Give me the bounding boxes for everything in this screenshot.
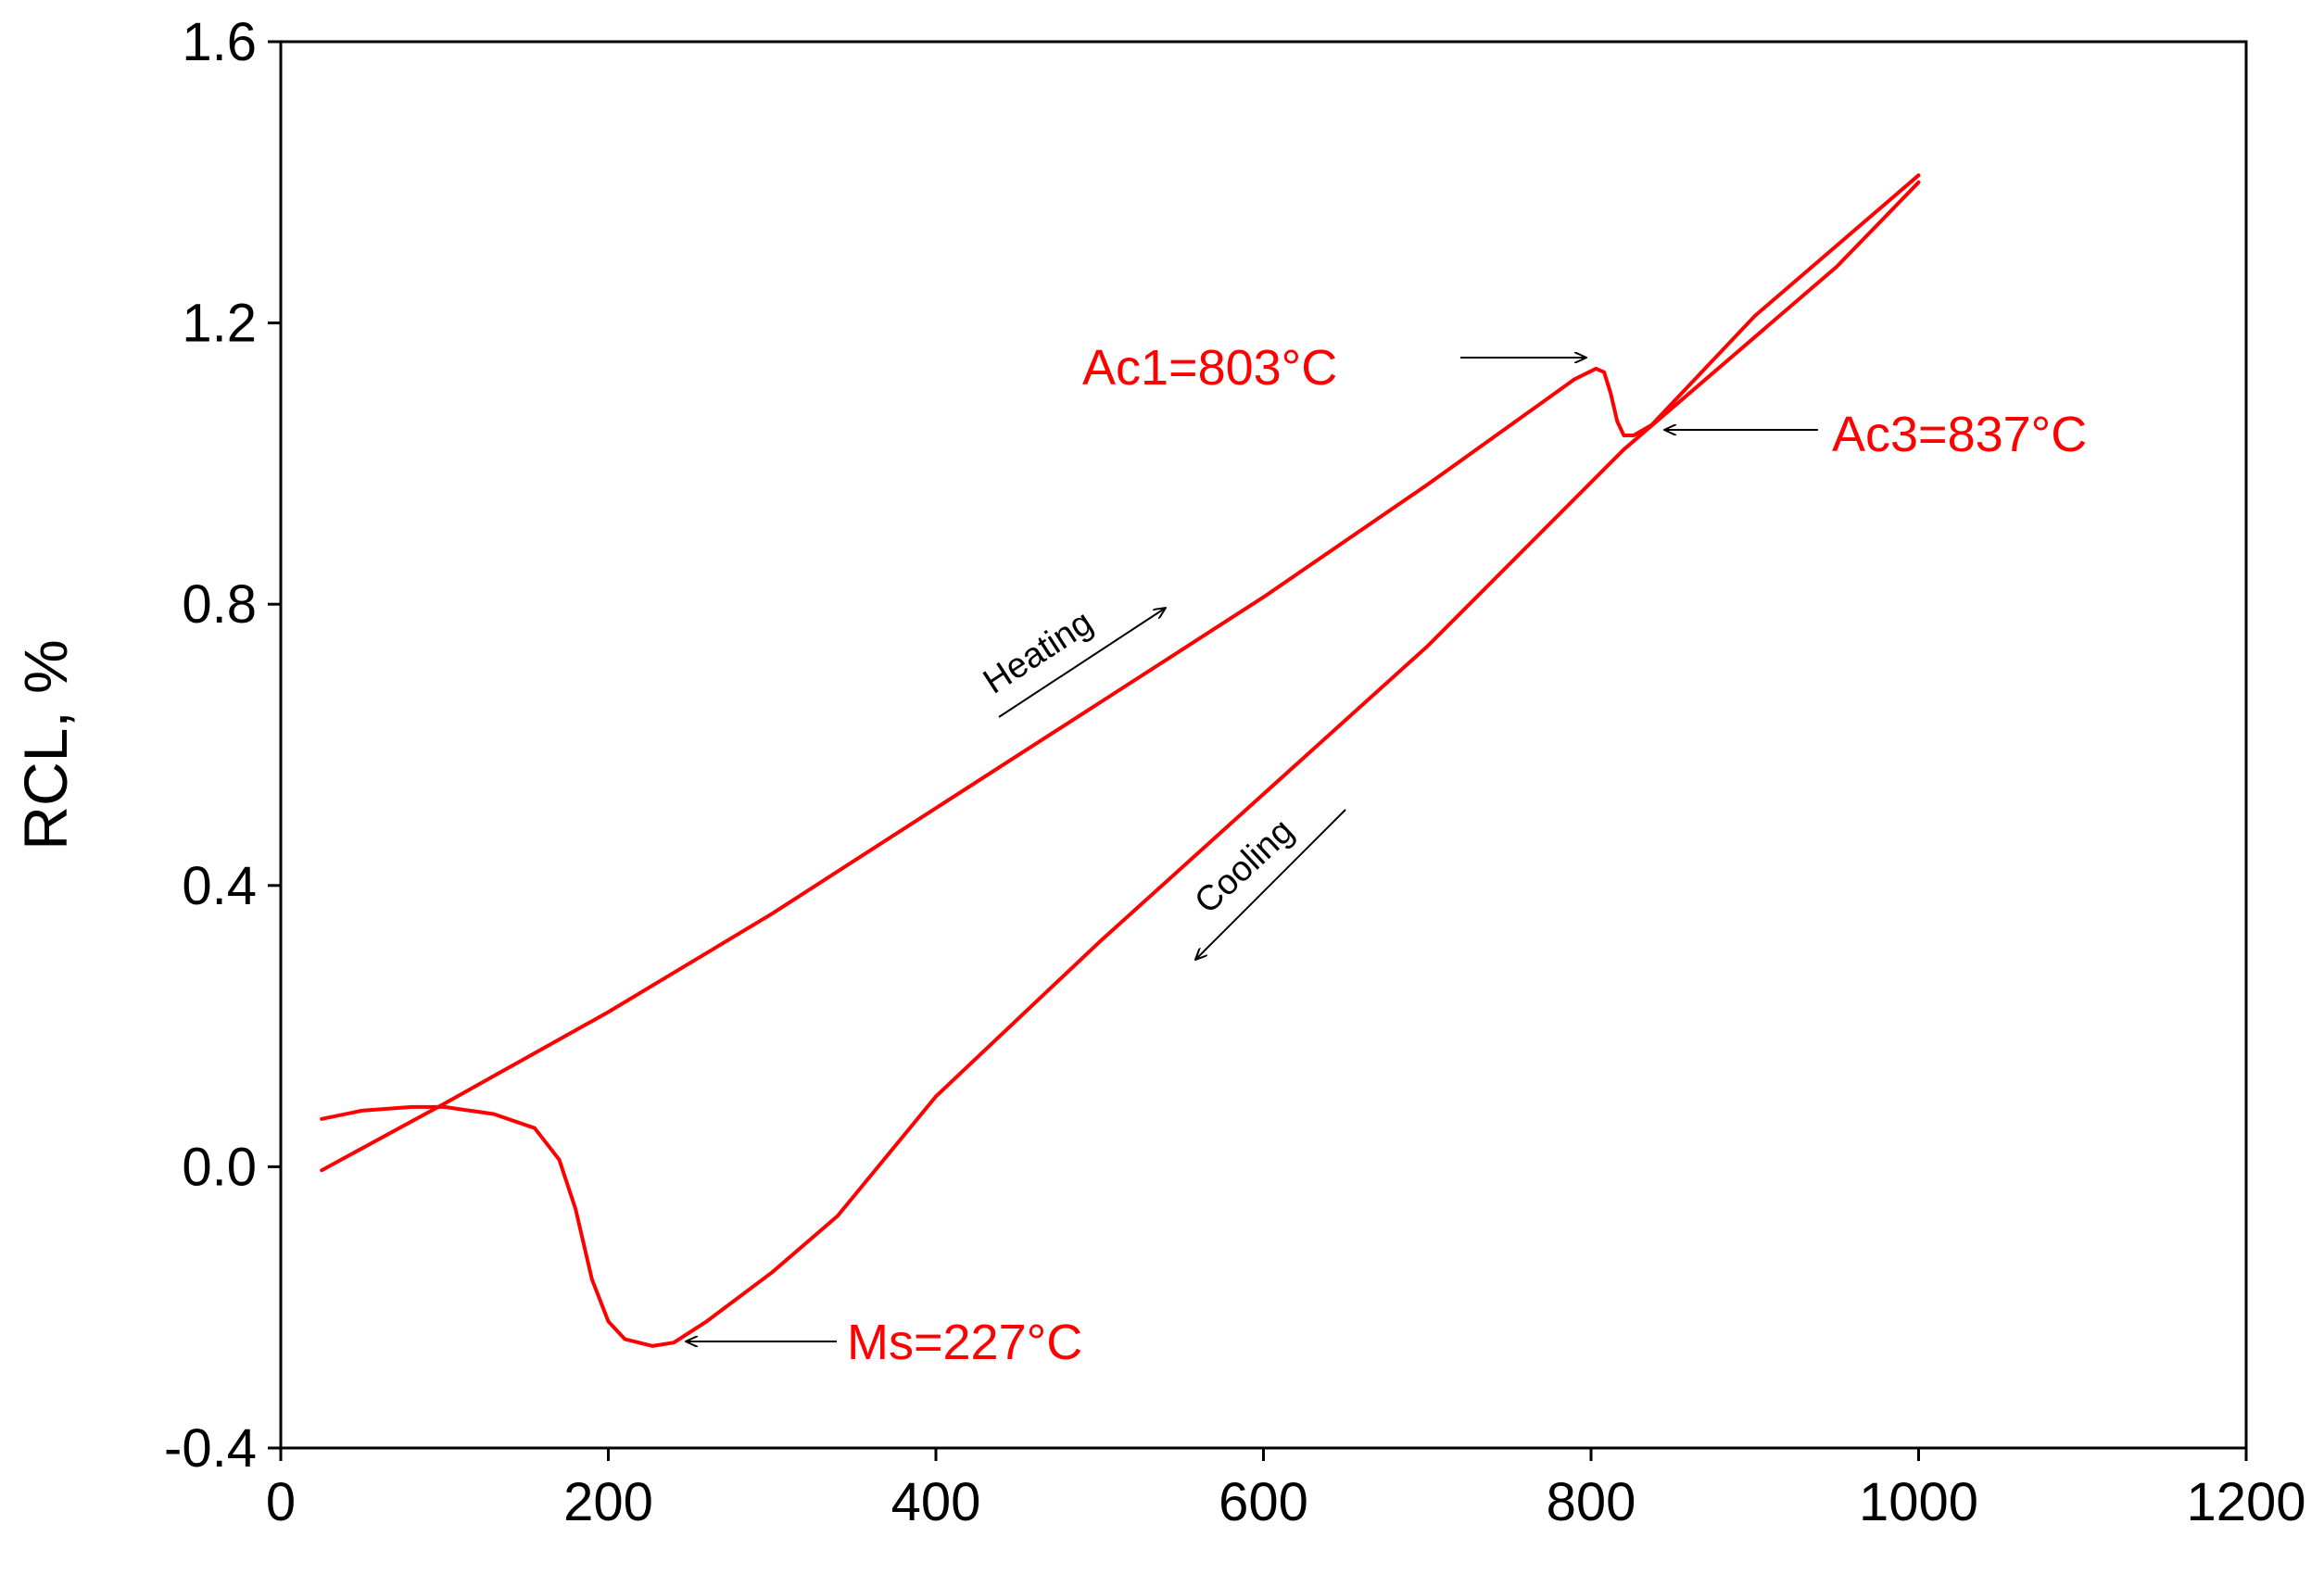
y-tick-label: -0.4 xyxy=(164,1418,257,1479)
y-axis-ticks: -0.4 0.0 0.4 0.8 1.2 1.6 xyxy=(164,12,281,1479)
annotation-ac1: Ac1=803°C xyxy=(1082,340,1337,396)
x-tick-label: 1000 xyxy=(1859,1472,1978,1532)
y-tick-label: 0.4 xyxy=(182,856,257,916)
annotation-ms: Ms=227°C xyxy=(847,1315,1082,1370)
x-tick-label: 200 xyxy=(563,1472,653,1532)
y-axis-title: RCL, % xyxy=(11,639,80,850)
arrow-cooling xyxy=(1195,809,1346,960)
x-tick-label: 0 xyxy=(266,1472,296,1532)
x-tick-label: 600 xyxy=(1219,1472,1308,1532)
plot-area xyxy=(279,40,2248,1450)
x-axis-ticks: 0 200 400 600 800 1000 1200 xyxy=(266,1448,2306,1532)
y-tick-label: 1.2 xyxy=(182,294,257,354)
series-line-cooling xyxy=(320,180,1921,1348)
x-tick-label: 400 xyxy=(891,1472,981,1532)
y-tick-label: 1.6 xyxy=(182,12,257,72)
x-tick-label: 1200 xyxy=(2186,1472,2305,1532)
annotation-ac3: Ac3=837°C xyxy=(1832,407,2087,462)
y-tick-label: 0.0 xyxy=(182,1137,257,1197)
x-tick-label: 800 xyxy=(1547,1472,1636,1532)
series-layer xyxy=(320,173,1921,1348)
arrow-heating xyxy=(998,608,1166,718)
y-tick-label: 0.8 xyxy=(182,574,257,635)
